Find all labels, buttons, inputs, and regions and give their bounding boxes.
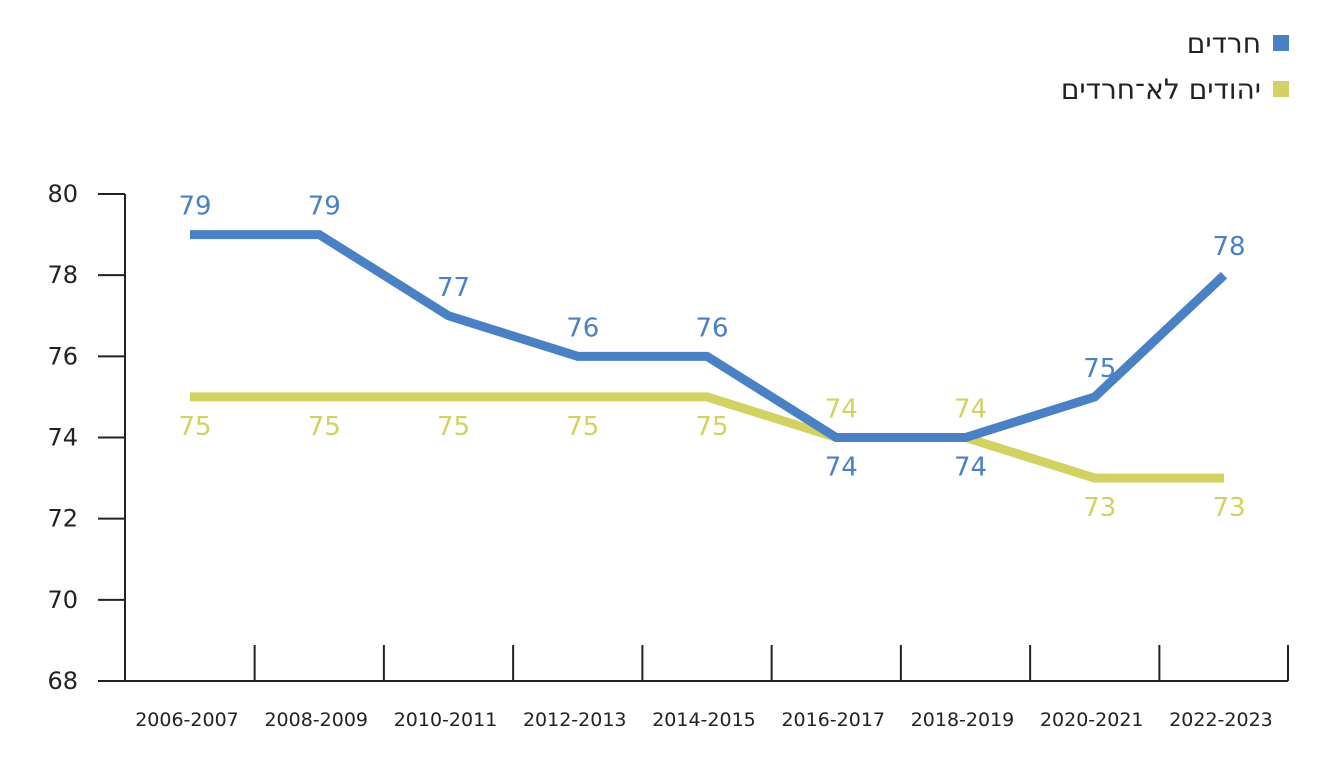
series-line-0 bbox=[190, 230, 1228, 442]
y-tick-label-70: 70 bbox=[47, 586, 78, 614]
legend-label-haredim: חרדים bbox=[1186, 26, 1261, 60]
y-tick-label-68: 68 bbox=[47, 667, 78, 695]
legend: חרדים יהודים לא־חרדים bbox=[1060, 26, 1289, 120]
y-tick-label-72: 72 bbox=[47, 505, 78, 533]
x-tick-label-2022-2023: 2022-2023 bbox=[1169, 709, 1273, 731]
x-tick-label-2016-2017: 2016-2017 bbox=[781, 709, 885, 731]
data-label-s0-2: 77 bbox=[437, 273, 470, 303]
x-tick-label-2014-2015: 2014-2015 bbox=[652, 709, 756, 731]
y-tick-label-76: 76 bbox=[47, 342, 78, 370]
data-label-s1-0: 75 bbox=[178, 412, 211, 442]
legend-swatch-haredim bbox=[1273, 35, 1289, 51]
data-label-s0-5: 74 bbox=[825, 453, 858, 483]
y-tick-label-74: 74 bbox=[47, 424, 78, 452]
data-label-s1-3: 75 bbox=[566, 412, 599, 442]
data-label-s1-1: 75 bbox=[308, 412, 341, 442]
x-tick-label-2020-2021: 2020-2021 bbox=[1040, 709, 1144, 731]
data-label-s0-4: 76 bbox=[695, 313, 728, 343]
x-tick-label-2006-2007: 2006-2007 bbox=[135, 709, 239, 731]
legend-item-non-haredi-jews: יהודים לא־חרדים bbox=[1060, 72, 1289, 106]
data-label-s1-6: 74 bbox=[954, 395, 987, 425]
data-label-s0-3: 76 bbox=[566, 313, 599, 343]
data-label-s0-0: 79 bbox=[178, 192, 211, 222]
legend-swatch-non-haredi-jews bbox=[1273, 81, 1289, 97]
data-label-s0-8: 78 bbox=[1212, 232, 1245, 262]
data-label-s0-7: 75 bbox=[1083, 354, 1116, 384]
data-label-s1-2: 75 bbox=[437, 412, 470, 442]
x-tick-label-2012-2013: 2012-2013 bbox=[523, 709, 627, 731]
legend-item-haredim: חרדים bbox=[1061, 26, 1289, 60]
data-label-s1-7: 73 bbox=[1083, 493, 1116, 523]
data-label-s0-1: 79 bbox=[308, 192, 341, 222]
y-tick-label-80: 80 bbox=[47, 180, 78, 208]
legend-label-non-haredi-jews: יהודים לא־חרדים bbox=[1060, 72, 1261, 106]
series-line-1 bbox=[190, 392, 1224, 483]
data-label-s1-8: 73 bbox=[1212, 493, 1245, 523]
data-label-s0-6: 74 bbox=[954, 453, 987, 483]
x-tick-label-2008-2009: 2008-2009 bbox=[264, 709, 368, 731]
x-tick-label-2010-2011: 2010-2011 bbox=[394, 709, 498, 731]
y-tick-label-78: 78 bbox=[47, 261, 78, 289]
data-label-s1-4: 75 bbox=[695, 412, 728, 442]
data-label-s1-5: 74 bbox=[825, 395, 858, 425]
x-tick-label-2018-2019: 2018-2019 bbox=[911, 709, 1015, 731]
